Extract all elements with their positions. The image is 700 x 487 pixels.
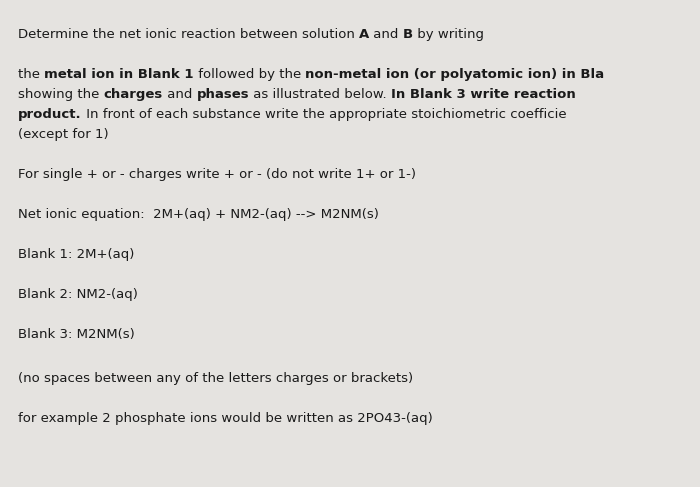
Text: Determine the net ionic reaction between solution: Determine the net ionic reaction between… bbox=[18, 28, 359, 41]
Text: In Blank 3 write reaction: In Blank 3 write reaction bbox=[391, 88, 575, 101]
Text: by writing: by writing bbox=[413, 28, 484, 41]
Text: charges: charges bbox=[104, 88, 163, 101]
Text: and: and bbox=[163, 88, 197, 101]
Text: Blank 1: 2M+(aq): Blank 1: 2M+(aq) bbox=[18, 248, 134, 261]
Text: Blank 2: NM2-(aq): Blank 2: NM2-(aq) bbox=[18, 288, 138, 301]
Text: For single + or - charges write + or - (do not write 1+ or 1-): For single + or - charges write + or - (… bbox=[18, 168, 416, 181]
Text: non-metal ion (or polyatomic ion) in Bla: non-metal ion (or polyatomic ion) in Bla bbox=[305, 68, 604, 81]
Text: In front of each substance write the appropriate stoichiometric coefficie: In front of each substance write the app… bbox=[82, 108, 566, 121]
Text: for example 2 phosphate ions would be written as 2PO43-(aq): for example 2 phosphate ions would be wr… bbox=[18, 412, 433, 425]
Text: the: the bbox=[18, 68, 44, 81]
Text: as illustrated below.: as illustrated below. bbox=[249, 88, 391, 101]
Text: Blank 3: M2NM(s): Blank 3: M2NM(s) bbox=[18, 328, 134, 341]
Text: followed by the: followed by the bbox=[194, 68, 305, 81]
Text: and: and bbox=[370, 28, 403, 41]
Text: metal ion in Blank 1: metal ion in Blank 1 bbox=[44, 68, 194, 81]
Text: Net ionic equation:  2M+(aq) + NM2-(aq) --> M2NM(s): Net ionic equation: 2M+(aq) + NM2-(aq) -… bbox=[18, 208, 379, 221]
Text: showing the: showing the bbox=[18, 88, 104, 101]
Text: phases: phases bbox=[197, 88, 249, 101]
Text: A: A bbox=[359, 28, 370, 41]
Text: B: B bbox=[403, 28, 413, 41]
Text: (no spaces between any of the letters charges or brackets): (no spaces between any of the letters ch… bbox=[18, 372, 413, 385]
Text: (except for 1): (except for 1) bbox=[18, 128, 108, 141]
Text: product.: product. bbox=[18, 108, 82, 121]
